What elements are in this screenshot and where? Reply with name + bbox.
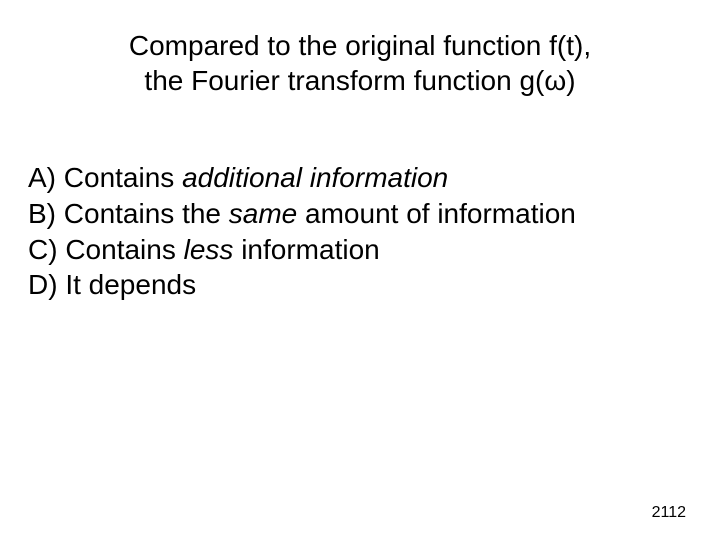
option-d: D) It depends <box>28 267 720 303</box>
option-a: A) Contains additional information <box>28 160 720 196</box>
option-a-pre: Contains <box>64 162 182 193</box>
option-a-label: A) <box>28 162 56 193</box>
option-d-label: D) <box>28 269 58 300</box>
options-list: A) Contains additional information B) Co… <box>0 160 720 303</box>
option-b-label: B) <box>28 198 56 229</box>
option-a-em: additional information <box>182 162 448 193</box>
question-line-2: the Fourier transform function g(ω) <box>0 63 720 98</box>
option-c-post: information <box>233 234 379 265</box>
slide-container: Compared to the original function f(t), … <box>0 0 720 540</box>
option-b-em: same <box>229 198 297 229</box>
option-c: C) Contains less information <box>28 232 720 268</box>
option-b: B) Contains the same amount of informati… <box>28 196 720 232</box>
option-b-post: amount of information <box>297 198 576 229</box>
option-c-em: less <box>184 234 234 265</box>
page-number: 2112 <box>652 504 686 522</box>
question-block: Compared to the original function f(t), … <box>0 28 720 98</box>
option-b-pre: Contains the <box>64 198 229 229</box>
question-line-1: Compared to the original function f(t), <box>0 28 720 63</box>
option-c-label: C) <box>28 234 58 265</box>
option-c-pre: Contains <box>65 234 183 265</box>
option-d-pre: It depends <box>65 269 196 300</box>
